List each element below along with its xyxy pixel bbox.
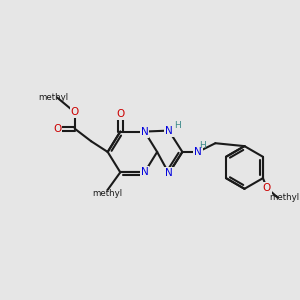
Text: N: N <box>165 168 173 178</box>
Text: O: O <box>70 107 79 117</box>
Text: N: N <box>141 127 148 136</box>
Text: H: H <box>174 121 181 130</box>
Text: O: O <box>116 109 124 119</box>
Text: O: O <box>53 124 61 134</box>
Text: methyl: methyl <box>93 189 123 198</box>
Text: methyl: methyl <box>38 93 68 102</box>
Text: N: N <box>194 147 202 157</box>
Text: N: N <box>141 167 148 177</box>
Text: methyl: methyl <box>269 193 299 202</box>
Text: N: N <box>165 126 173 136</box>
Text: O: O <box>263 183 271 193</box>
Text: H: H <box>200 141 206 150</box>
